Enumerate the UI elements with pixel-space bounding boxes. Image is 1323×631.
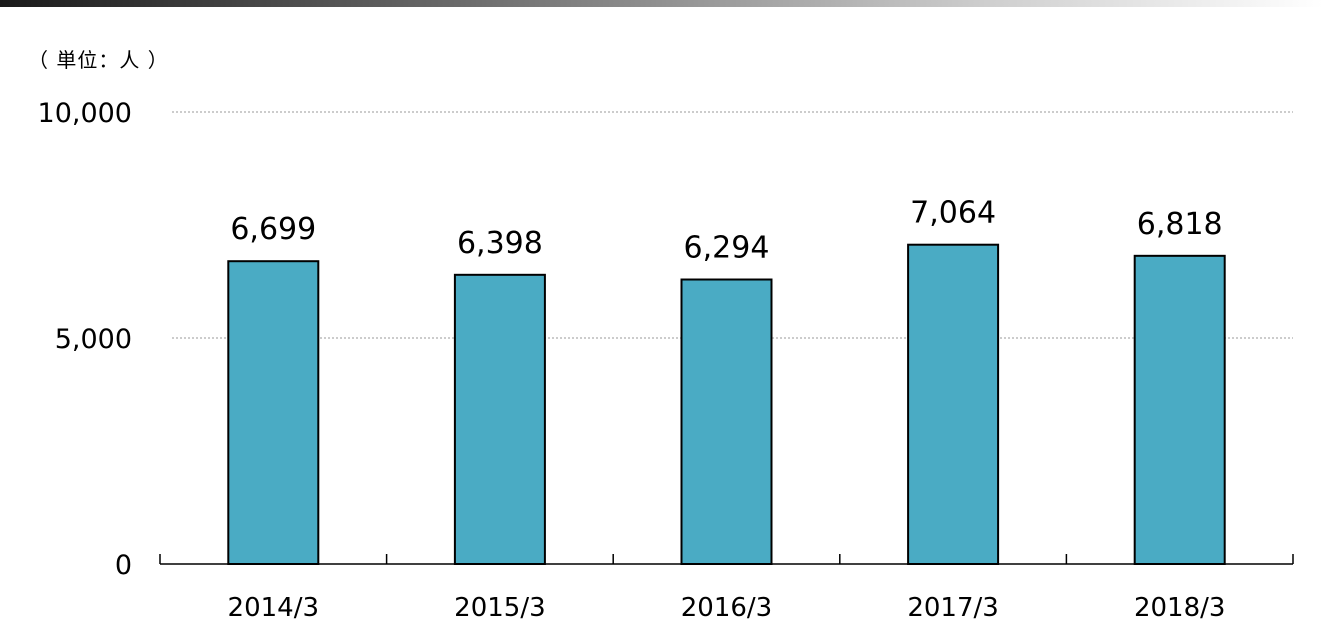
value-label: 6,398 [457, 226, 543, 261]
value-label: 6,818 [1137, 207, 1223, 242]
bar [453, 273, 546, 565]
unit-label: （ 単位：人 ） [28, 48, 169, 72]
labels: 0 5,000 10,000 6,699 2014/3 6,398 2015/3 6,294 2… [38, 98, 1226, 623]
bar [680, 278, 773, 565]
x-tick-label: 2015/3 [454, 593, 545, 623]
header-gradient-bar [0, 0, 1323, 7]
y-tick-label: 0 [115, 550, 132, 581]
bar [1133, 254, 1226, 566]
bar [227, 260, 320, 565]
x-tick-label: 2016/3 [681, 593, 772, 623]
x-tick-label: 2014/3 [228, 593, 319, 623]
y-tick-label: 5,000 [55, 324, 132, 355]
value-label: 7,064 [910, 196, 996, 231]
bars [227, 243, 1226, 566]
x-tick-label: 2017/3 [907, 593, 998, 623]
value-label: 6,294 [684, 231, 770, 266]
x-axis [159, 554, 1294, 565]
bar [907, 243, 1000, 565]
value-label: 6,699 [230, 212, 316, 247]
x-tick-label: 2018/3 [1134, 593, 1225, 623]
y-tick-label: 10,000 [38, 98, 132, 129]
